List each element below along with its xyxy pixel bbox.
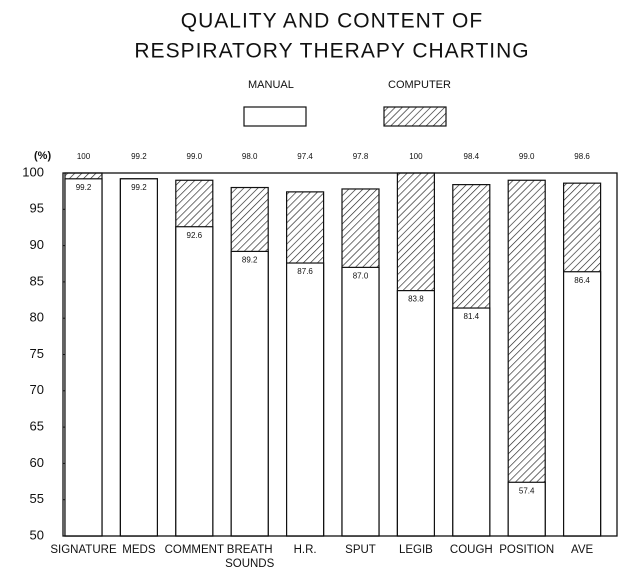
y-tick-label: 90 [30, 237, 44, 252]
value-label: 98.4 [464, 152, 480, 161]
bar [175, 226, 214, 537]
chart-subtitle: RESPIRATORY THERAPY CHARTING [134, 40, 529, 63]
y-tick-label: 80 [30, 310, 44, 325]
x-tick-label: H.R. [293, 544, 317, 556]
value-label: 99.2 [131, 183, 147, 192]
bar [341, 266, 380, 537]
x-tick-label: COUGH [449, 544, 493, 556]
value-label: 100 [77, 152, 91, 161]
x-tick-label: POSITION [499, 544, 555, 556]
value-label: 99.2 [131, 152, 147, 161]
y-tick-label: 50 [30, 527, 44, 542]
bar [119, 178, 159, 537]
value-label: 97.4 [297, 152, 313, 161]
value-label: 87.6 [297, 267, 313, 276]
chart-title: QUALITY AND CONTENT OF [181, 10, 483, 33]
value-label: 98.0 [242, 152, 258, 161]
y-tick-label: 70 [30, 382, 44, 397]
value-label: 99.2 [76, 183, 92, 192]
y-tick-label: 95 [30, 201, 44, 216]
value-label: 83.8 [408, 295, 424, 304]
bar [396, 290, 435, 537]
value-label: 98.6 [574, 152, 590, 161]
bar [507, 481, 546, 537]
legend-swatch [243, 106, 307, 127]
y-tick-label: 60 [30, 455, 44, 470]
bar [230, 250, 269, 537]
value-label: 86.4 [574, 276, 590, 285]
y-tick-label: 85 [30, 273, 44, 288]
bar [452, 307, 491, 537]
bar [507, 179, 546, 537]
value-label: 89.2 [242, 256, 258, 265]
value-label: 57.4 [519, 486, 535, 495]
x-tick-label: BREATH SOUNDS [225, 544, 275, 570]
value-label: 100 [409, 152, 423, 161]
legend-swatch [383, 106, 447, 127]
value-label: 87.0 [353, 271, 369, 280]
x-tick-label: SIGNATURE [50, 544, 117, 556]
value-label: 81.4 [464, 312, 480, 321]
bar [286, 262, 325, 537]
x-tick-label: COMMENT [164, 544, 224, 556]
bar [562, 271, 602, 537]
y-tick-label: 100 [22, 164, 44, 179]
y-tick-label: 55 [30, 491, 44, 506]
x-tick-label: SPUT [345, 544, 376, 556]
x-tick-label: MEDS [122, 544, 156, 556]
value-label: 92.6 [187, 231, 203, 240]
plot-frame [62, 172, 618, 537]
y-tick-label: 75 [30, 346, 44, 361]
x-tick-label: LEGIB [398, 544, 433, 556]
y-axis-label: (%) [34, 150, 51, 162]
y-tick-label: 65 [30, 419, 44, 434]
value-label: 99.0 [519, 152, 535, 161]
x-tick-label: AVE [571, 544, 594, 556]
legend-label: COMPUTER [388, 79, 451, 91]
legend-label: MANUAL [248, 79, 294, 91]
bar [64, 178, 103, 537]
value-label: 97.8 [353, 152, 369, 161]
value-label: 99.0 [187, 152, 203, 161]
